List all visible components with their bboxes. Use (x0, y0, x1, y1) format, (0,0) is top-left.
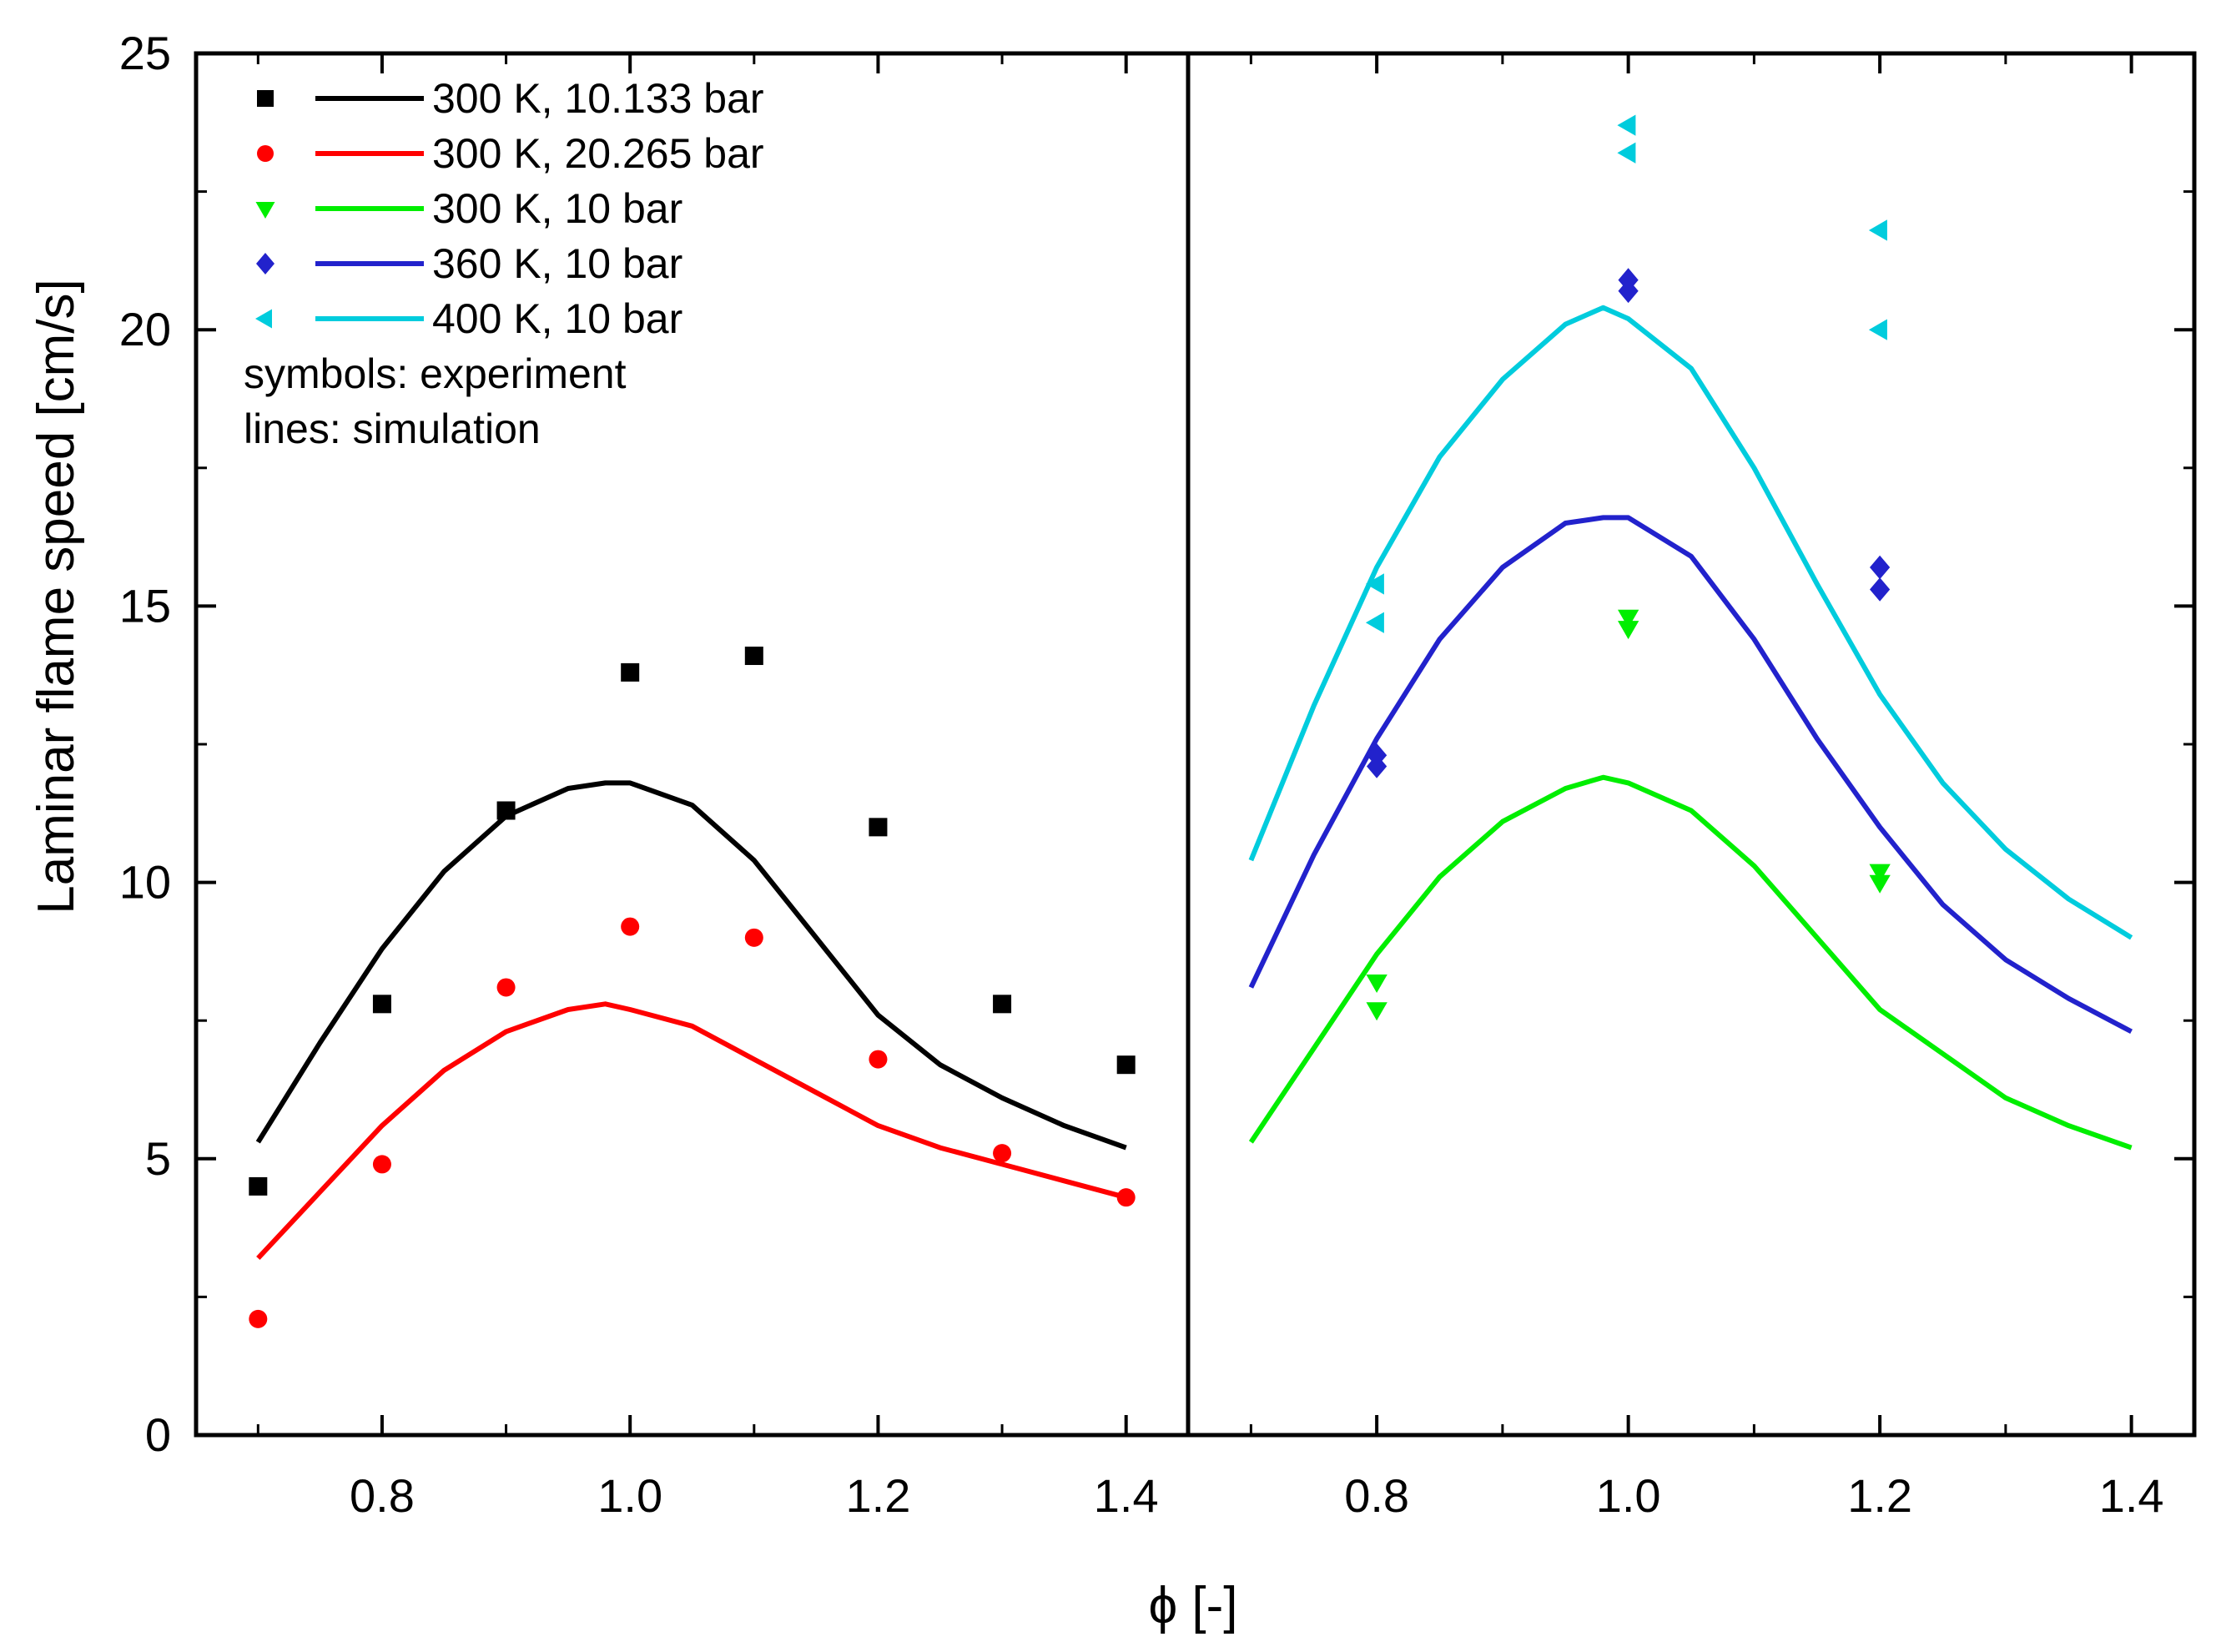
experiment-markers (249, 114, 1891, 1328)
data-point (256, 253, 274, 274)
data-point (249, 1176, 268, 1196)
x-tick-label: 1.4 (2099, 1469, 2164, 1522)
x-tick-label: 0.8 (1344, 1469, 1409, 1522)
legend-label: 300 K, 10.133 bar (432, 75, 764, 122)
simulation-line (256, 1001, 1127, 1261)
data-point (1366, 1002, 1387, 1021)
data-point (496, 978, 516, 997)
data-point (372, 1155, 391, 1174)
data-point (1618, 268, 1639, 292)
x-axis-title: ϕ [-] (1148, 1577, 1237, 1634)
data-point (744, 647, 763, 666)
legend-item: 400 K, 10 bar (255, 295, 682, 342)
legend-label: 400 K, 10 bar (432, 295, 682, 342)
data-point (1870, 577, 1891, 602)
data-point (1116, 1055, 1136, 1075)
data-point (1870, 555, 1891, 580)
legend-item: 300 K, 10 bar (255, 185, 682, 232)
data-point (1869, 874, 1891, 894)
legend-label: 360 K, 10 bar (432, 240, 682, 287)
y-tick-label: 25 (119, 27, 171, 79)
data-point (869, 1050, 888, 1069)
x-tick-label: 1.2 (1847, 1469, 1912, 1522)
y-tick-label: 15 (119, 579, 171, 632)
data-point (249, 1309, 268, 1328)
data-point (1365, 573, 1384, 595)
y-tick-label: 20 (119, 303, 171, 355)
x-tick-label: 1.0 (597, 1469, 662, 1522)
data-point (1366, 975, 1387, 993)
data-point (1868, 219, 1887, 241)
tick-labels: 0 5 10 15 20 25 0.8 1.0 1.2 1.4 0.8 1.0 1.2 1.4 (119, 27, 2164, 1522)
data-point (993, 995, 1012, 1014)
data-point (621, 662, 640, 682)
legend-item: 300 K, 20.265 bar (257, 130, 764, 177)
simulation-line (1248, 515, 2133, 1035)
y-axis-title: Laminar flame speed [cm/s] (28, 279, 85, 914)
legend-item: 300 K, 10.133 bar (257, 75, 764, 122)
data-point (993, 1144, 1012, 1163)
data-point (621, 917, 640, 936)
simulation-line (255, 780, 1127, 1151)
legend: 300 K, 10.133 bar 300 K, 20.265 bar 300 K,… (244, 75, 764, 452)
data-point (744, 928, 763, 947)
data-point (1618, 609, 1639, 628)
data-point (257, 145, 274, 162)
data-point (255, 309, 272, 329)
data-point (1116, 1188, 1136, 1207)
simulation-line (1248, 774, 2133, 1151)
legend-label: 300 K, 10 bar (432, 185, 682, 232)
plot-border (194, 51, 2197, 1438)
x-tick-label: 1.4 (1094, 1469, 1159, 1522)
x-tick-label: 0.8 (350, 1469, 415, 1522)
data-point (1869, 864, 1891, 883)
data-point (1617, 142, 1636, 164)
legend-item: 360 K, 10 bar (256, 240, 682, 287)
data-point (869, 818, 888, 837)
data-point (496, 801, 516, 820)
simulation-line (1248, 305, 2133, 940)
data-point (1868, 319, 1887, 340)
annotation-text: lines: simulation (244, 405, 541, 452)
x-tick-label: 1.2 (846, 1469, 911, 1522)
simulation-lines (255, 305, 2133, 1261)
data-point (1367, 743, 1387, 768)
y-tick-label: 10 (119, 856, 171, 909)
data-point (257, 90, 274, 107)
annotation-text: symbols: experiment (244, 350, 627, 397)
plot-frame (194, 51, 2197, 1438)
legend-label: 300 K, 20.265 bar (432, 130, 764, 177)
data-point (1365, 612, 1384, 633)
y-tick-label: 0 (145, 1408, 171, 1461)
data-point (372, 995, 391, 1014)
y-tick-label: 5 (145, 1132, 171, 1185)
data-point (255, 202, 275, 219)
x-tick-label: 1.0 (1596, 1469, 1661, 1522)
data-point (1618, 621, 1639, 640)
plot-area (194, 51, 2197, 1438)
data-point (1617, 114, 1636, 136)
